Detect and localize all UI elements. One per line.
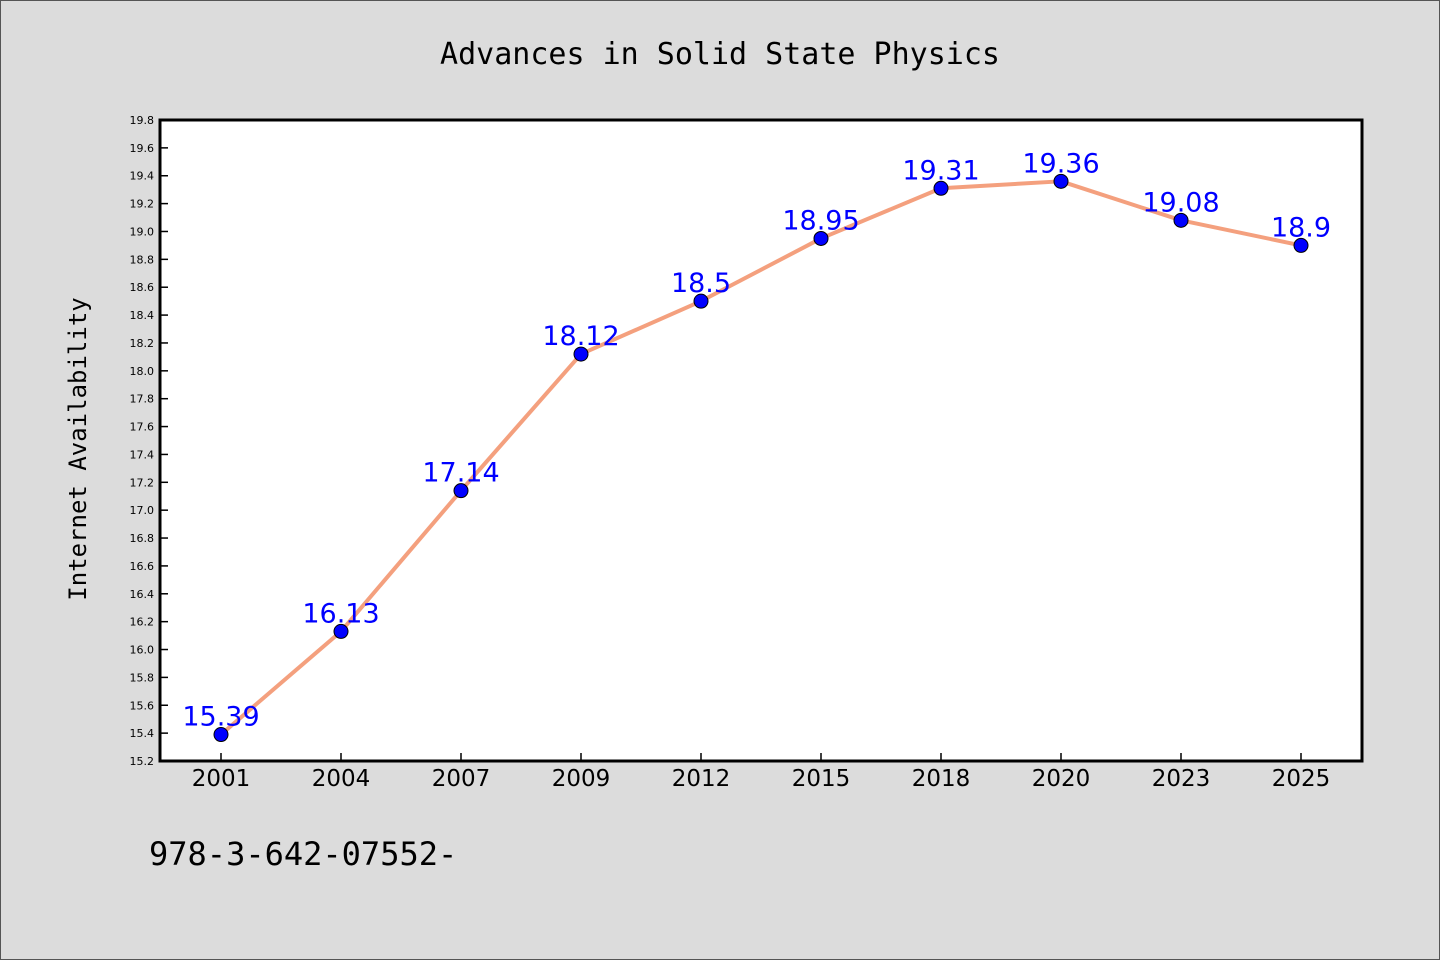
series-line <box>219 179 1303 737</box>
x-tick-label: 2004 <box>312 766 371 792</box>
y-tick-label: 16.2 <box>130 616 155 629</box>
data-label: 15.39 <box>182 702 259 733</box>
y-tick-label: 19.8 <box>130 114 155 127</box>
data-point <box>213 727 229 743</box>
data-label: 19.36 <box>1022 148 1099 179</box>
plot-area <box>158 118 1364 763</box>
y-tick-label: 18.2 <box>130 337 155 350</box>
y-tick-label: 15.6 <box>130 699 155 712</box>
y-tick-label: 19.2 <box>130 198 155 211</box>
x-tick-label: 2020 <box>1032 766 1091 792</box>
data-label: 16.13 <box>302 598 379 629</box>
y-tick-label: 16.4 <box>130 588 155 601</box>
data-point <box>573 346 589 362</box>
y-axis-label: Internet Availability <box>64 297 92 600</box>
y-tick-label: 16.0 <box>130 644 155 657</box>
data-point <box>1173 212 1189 228</box>
data-label: 17.14 <box>422 458 499 489</box>
x-tick-label: 2001 <box>192 766 251 792</box>
data-point <box>453 483 469 499</box>
x-tick-label: 2009 <box>552 766 611 792</box>
y-tick-label: 17.4 <box>130 448 155 461</box>
chart-title: Advances in Solid State Physics <box>440 37 1000 72</box>
series-layer: 15.39 16.13 17.14 18.12 18.5 18.95 19.31 19.36 1… <box>182 148 1331 743</box>
x-tick-label: 2007 <box>432 766 491 792</box>
x-axis: 2001 2004 2007 2009 2012 2015 2018 2020 2023 2025 <box>192 753 1331 792</box>
y-tick-label: 18.6 <box>130 281 155 294</box>
y-tick-label: 15.8 <box>130 671 155 684</box>
data-label: 18.9 <box>1271 212 1331 243</box>
y-tick-label: 17.8 <box>130 393 155 406</box>
y-tick-label: 17.6 <box>130 421 155 434</box>
data-label: 18.12 <box>542 321 619 352</box>
data-label: 19.08 <box>1142 187 1219 218</box>
y-tick-label: 17.2 <box>130 476 155 489</box>
x-tick-label: 2012 <box>672 766 731 792</box>
data-point <box>693 293 709 309</box>
y-tick-label: 18.4 <box>130 309 155 322</box>
footer-text: 978-3-642-07552- <box>149 835 457 873</box>
data-label: 18.5 <box>671 268 731 299</box>
y-tick-label: 17.0 <box>130 504 155 517</box>
y-tick-label: 16.6 <box>130 560 155 573</box>
data-point <box>813 230 829 246</box>
y-tick-label: 16.8 <box>130 532 155 545</box>
y-tick-label: 19.6 <box>130 142 155 155</box>
x-tick-label: 2025 <box>1272 766 1331 792</box>
data-point <box>333 623 349 639</box>
y-tick-label: 19.4 <box>130 170 155 183</box>
y-tick-label: 18.8 <box>130 253 155 266</box>
y-tick-label: 15.4 <box>130 727 155 740</box>
data-point <box>1293 237 1309 253</box>
y-tick-label: 19.0 <box>130 225 155 238</box>
data-label: 19.31 <box>902 155 979 186</box>
y-axis: 15.2 15.4 15.6 15.8 16.0 16.2 16.4 16.6 16.8 17.0… <box>130 114 168 768</box>
data-point <box>1053 173 1069 189</box>
x-tick-label: 2015 <box>792 766 851 792</box>
x-tick-label: 2023 <box>1152 766 1211 792</box>
y-tick-label: 18.0 <box>130 365 155 378</box>
y-tick-label: 15.2 <box>130 755 155 768</box>
data-point <box>933 180 949 196</box>
x-tick-label: 2018 <box>912 766 971 792</box>
data-label: 18.95 <box>782 205 859 236</box>
